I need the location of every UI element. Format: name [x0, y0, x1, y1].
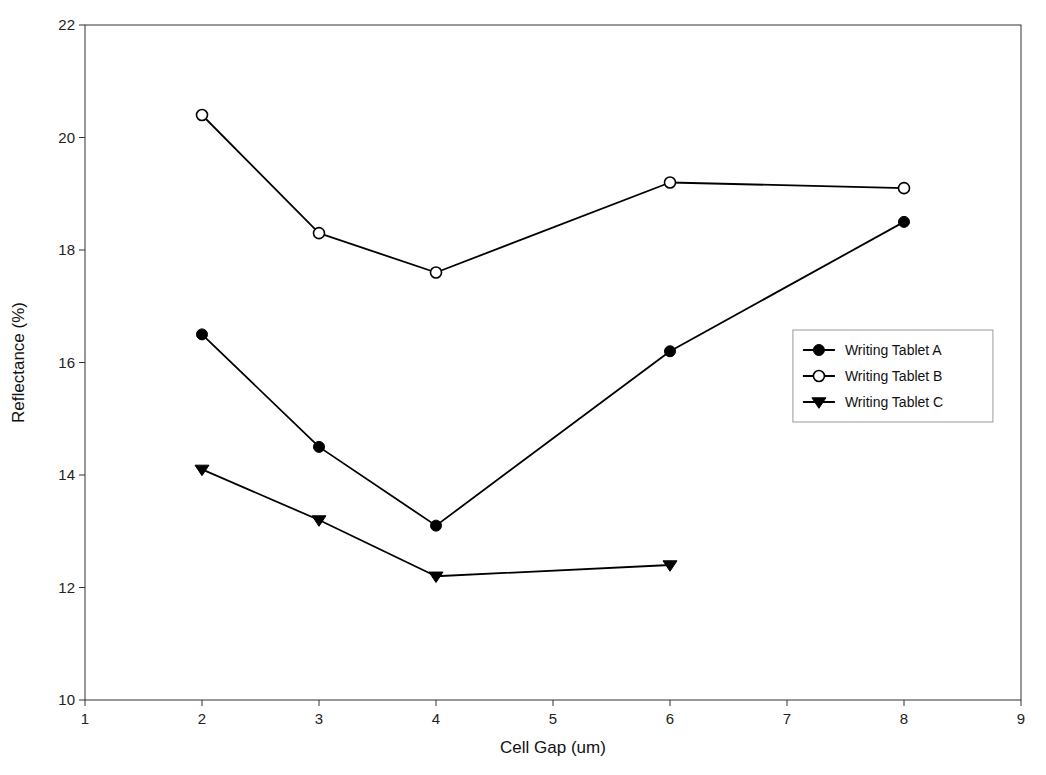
x-tick-label: 2 [198, 710, 206, 727]
data-point [197, 329, 208, 340]
x-tick [904, 700, 905, 706]
legend-box [793, 330, 993, 422]
x-tick [553, 700, 554, 706]
legend-label: Writing Tablet A [845, 342, 942, 358]
data-point [431, 267, 442, 278]
legend-marker [813, 345, 824, 356]
y-tick-label: 12 [58, 579, 75, 596]
y-tick [79, 587, 85, 588]
data-point [429, 572, 443, 583]
x-tick-label: 3 [315, 710, 323, 727]
y-tick-label: 10 [58, 691, 75, 708]
data-point [312, 516, 326, 527]
x-tick [436, 700, 437, 706]
x-tick [787, 700, 788, 706]
y-tick [79, 362, 85, 363]
background [0, 0, 1046, 775]
y-tick-label: 22 [58, 16, 75, 33]
y-tick-label: 16 [58, 354, 75, 371]
x-tick-label: 1 [81, 710, 89, 727]
x-tick-label: 4 [432, 710, 440, 727]
x-tick-label: 7 [783, 710, 791, 727]
y-axis-label: Reflectance (%) [9, 302, 28, 423]
series-line [202, 469, 670, 576]
x-tick [670, 700, 671, 706]
data-point [665, 177, 676, 188]
data-point [195, 465, 209, 476]
data-point [899, 183, 910, 194]
y-tick [79, 137, 85, 138]
legend-marker [813, 371, 824, 382]
x-tick-label: 8 [900, 710, 908, 727]
legend-label: Writing Tablet C [845, 394, 943, 410]
x-tick [319, 700, 320, 706]
x-tick-label: 6 [666, 710, 674, 727]
data-point [665, 346, 676, 357]
x-tick-label: 9 [1017, 710, 1025, 727]
y-tick [79, 700, 85, 701]
legend-label: Writing Tablet B [845, 368, 943, 384]
data-point [314, 228, 325, 239]
data-point [197, 110, 208, 121]
data-point [663, 561, 677, 572]
y-tick [79, 475, 85, 476]
y-tick-label: 20 [58, 129, 75, 146]
y-tick [79, 250, 85, 251]
data-point [899, 216, 910, 227]
plot-frame [85, 25, 1021, 700]
data-point [431, 520, 442, 531]
series-line [202, 115, 904, 273]
x-tick [1021, 700, 1022, 706]
legend-marker [812, 398, 826, 409]
x-tick-label: 5 [549, 710, 557, 727]
y-tick-label: 14 [58, 466, 75, 483]
x-tick [202, 700, 203, 706]
legend: Writing Tablet A Writing Tablet B Writing … [793, 330, 993, 422]
data-point [314, 441, 325, 452]
y-tick [79, 25, 85, 26]
x-tick [85, 700, 86, 706]
chart: 12345678910121416182022Cell Gap (um)Refl… [0, 0, 1046, 775]
x-axis-label: Cell Gap (um) [500, 738, 606, 757]
y-tick-label: 18 [58, 241, 75, 258]
